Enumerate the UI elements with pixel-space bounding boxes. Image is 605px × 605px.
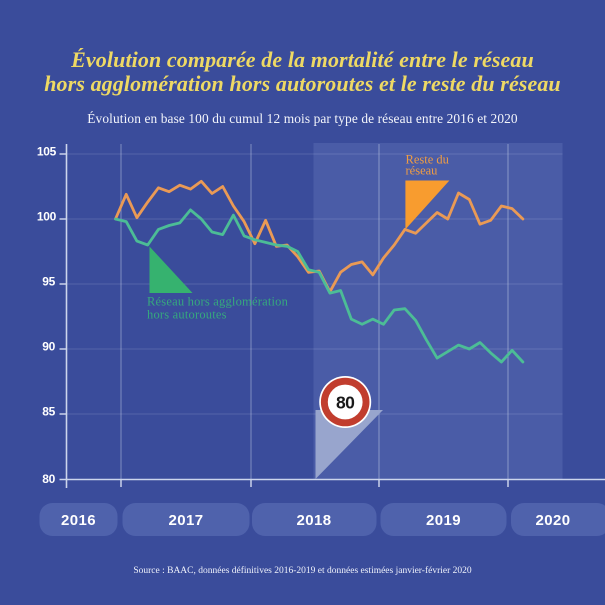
svg-text:Reste du: Reste du [406,153,450,167]
svg-text:2020: 2020 [536,512,571,529]
svg-text:réseau: réseau [406,163,439,177]
svg-text:95: 95 [42,275,55,289]
svg-text:100: 100 [37,210,57,224]
svg-text:2019: 2019 [426,512,461,529]
svg-text:2016: 2016 [61,512,96,529]
svg-text:105: 105 [37,145,57,159]
svg-text:Réseau hors agglomération: Réseau hors agglomération [147,295,289,309]
svg-text:80: 80 [336,393,355,413]
svg-text:2018: 2018 [297,512,332,529]
svg-text:90: 90 [42,340,55,354]
svg-text:85: 85 [42,405,55,419]
svg-text:80: 80 [42,472,55,486]
svg-text:hors autoroutes: hors autoroutes [147,308,227,322]
svg-text:2017: 2017 [169,512,204,529]
